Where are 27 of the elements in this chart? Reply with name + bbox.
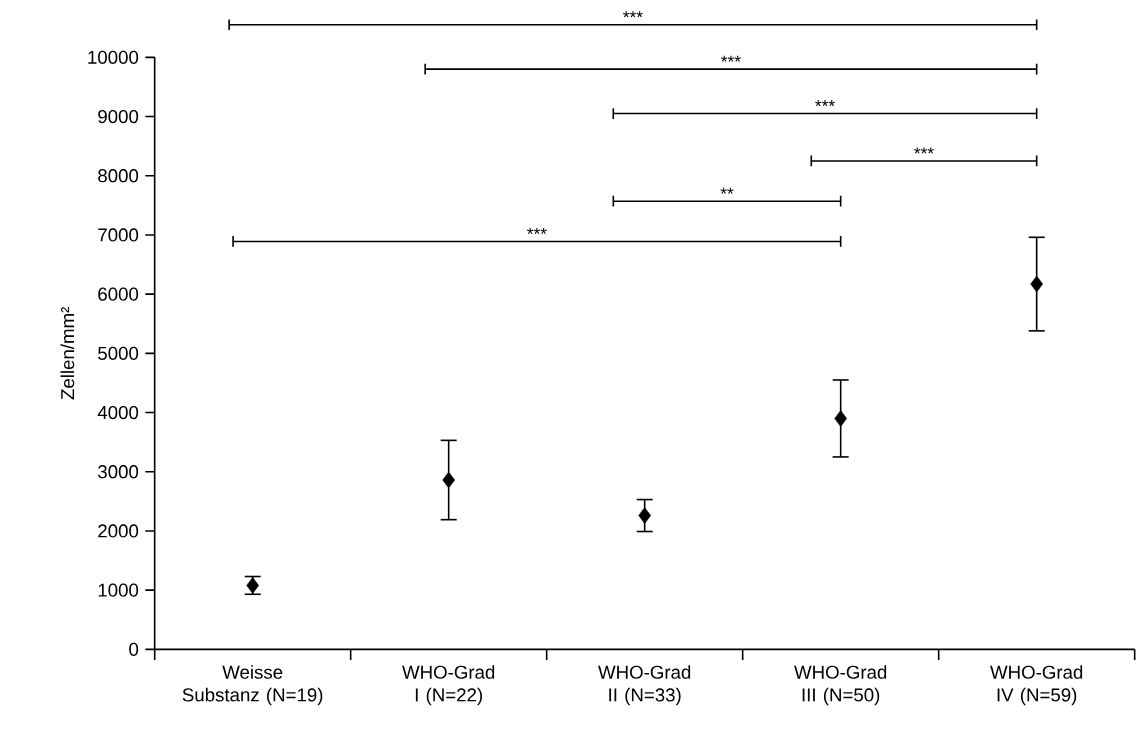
y-tick-label: 9000 <box>98 109 139 124</box>
y-tick-label: 6000 <box>98 287 139 301</box>
y-tick-label: 3000 <box>98 465 139 479</box>
y-tick-label: 7000 <box>98 228 139 242</box>
annotation: ** <box>720 187 734 194</box>
annotation: *** <box>815 100 835 107</box>
y-tick-label: 10000 <box>88 50 139 64</box>
y-tick-label: 5000 <box>98 346 139 360</box>
y-tick-label: 2000 <box>98 524 139 538</box>
x-tick-label: Weisse Substanz (N=19) <box>182 665 323 706</box>
x-tick-label: WHO-Grad III (N=50) <box>794 665 887 706</box>
point <box>442 471 455 489</box>
x-tick-label: WHO-Grad II (N=33) <box>598 665 691 706</box>
y-tick-label: 1000 <box>98 583 139 597</box>
annotation: *** <box>527 227 547 235</box>
annotation: *** <box>914 147 934 154</box>
y-axis-title: Zellen/mm² <box>60 307 75 400</box>
point <box>1030 275 1043 293</box>
x-tick-label: WHO-Grad I (N=22) <box>402 665 495 706</box>
point <box>638 507 651 524</box>
text: *** <box>623 11 643 18</box>
annotation: *** <box>721 55 741 62</box>
point <box>834 410 847 427</box>
y-tick-label: 4000 <box>97 405 139 420</box>
y-tick-label: 0 <box>129 642 139 656</box>
y-tick-label: 8000 <box>98 169 139 183</box>
x-tick-label: WHO-Grad IV (N=59) <box>990 665 1083 706</box>
